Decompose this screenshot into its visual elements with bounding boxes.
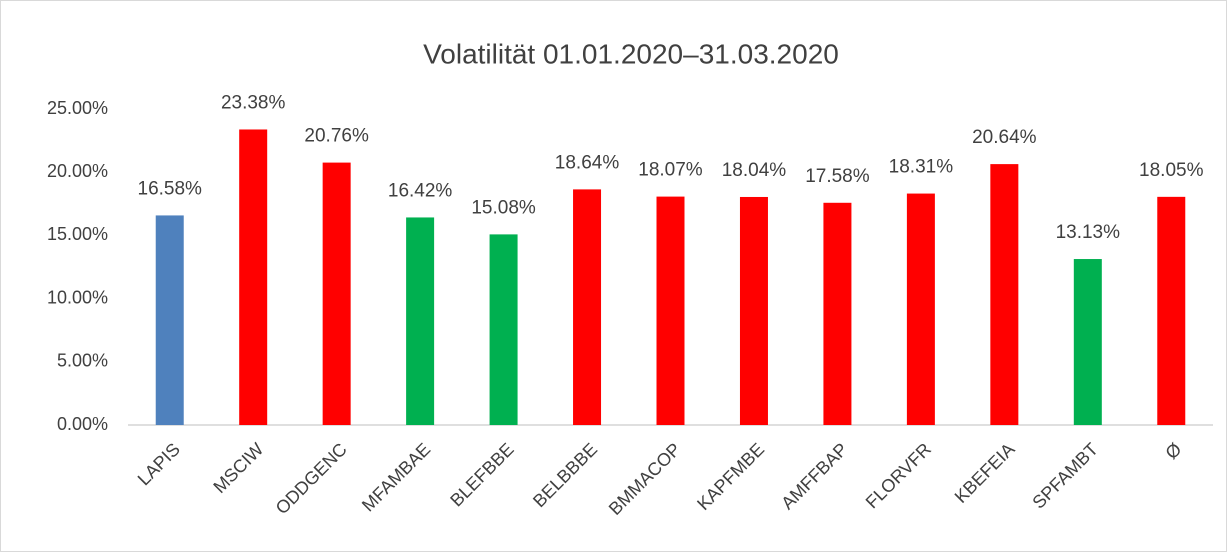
value-label: 18.07% bbox=[638, 160, 703, 181]
value-label: 17.58% bbox=[805, 166, 870, 187]
value-label: 23.38% bbox=[221, 92, 286, 113]
bar bbox=[573, 189, 602, 425]
value-label: 20.76% bbox=[304, 126, 369, 147]
bar bbox=[906, 193, 935, 425]
bar bbox=[489, 234, 518, 425]
value-label: 18.05% bbox=[1139, 160, 1204, 181]
value-label: 16.58% bbox=[138, 178, 203, 199]
bar bbox=[656, 196, 685, 425]
y-tick-label: 15.00% bbox=[47, 224, 108, 244]
y-tick-label: 5.00% bbox=[57, 351, 108, 371]
bar bbox=[1157, 196, 1186, 425]
bar bbox=[990, 164, 1019, 425]
bar bbox=[239, 129, 268, 425]
value-label: 16.42% bbox=[388, 180, 453, 201]
bar bbox=[823, 202, 852, 425]
chart-title: Volatilität 01.01.2020–31.03.2020 bbox=[423, 38, 839, 69]
y-tick-label: 10.00% bbox=[47, 287, 108, 307]
y-tick-label: 25.00% bbox=[47, 98, 108, 118]
value-label: 20.64% bbox=[972, 127, 1037, 148]
value-label: 15.08% bbox=[471, 197, 536, 218]
bar bbox=[406, 217, 435, 425]
bar bbox=[1073, 259, 1102, 425]
y-tick-label: 0.00% bbox=[57, 414, 108, 434]
bar bbox=[739, 196, 768, 425]
value-label: 13.13% bbox=[1056, 222, 1121, 243]
value-label: 18.04% bbox=[722, 160, 787, 181]
value-label: 18.31% bbox=[889, 157, 954, 178]
bar bbox=[322, 162, 351, 425]
bar bbox=[155, 215, 184, 425]
y-tick-label: 20.00% bbox=[47, 161, 108, 181]
value-label: 18.64% bbox=[555, 152, 620, 173]
